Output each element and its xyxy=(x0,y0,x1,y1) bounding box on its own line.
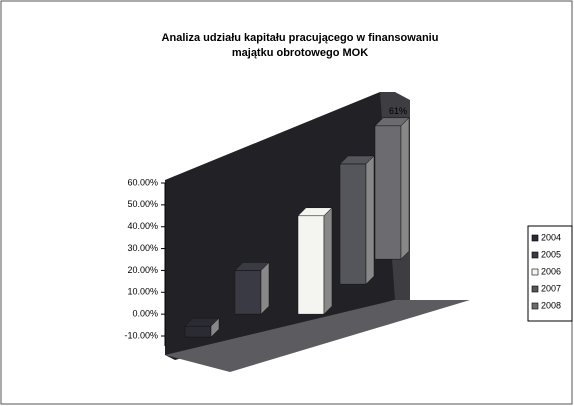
y-tick-label: 20.00% xyxy=(127,265,158,275)
bar xyxy=(184,325,212,338)
legend-swatch xyxy=(531,285,539,293)
legend-swatch xyxy=(531,302,539,310)
bar-side xyxy=(323,207,333,315)
y-tick-label: 60.00% xyxy=(127,177,158,187)
y-tick-label: 0.00% xyxy=(132,309,158,319)
y-tick-label: 10.00% xyxy=(127,287,158,297)
bar xyxy=(297,215,325,315)
floor xyxy=(165,300,470,372)
value-label: 61% xyxy=(389,106,407,116)
y-tick-label: 50.00% xyxy=(127,199,158,209)
back-wall xyxy=(165,92,395,360)
y-tick-label: 30.00% xyxy=(127,243,158,253)
legend-label: 2006 xyxy=(541,266,561,276)
bar-side xyxy=(400,117,410,260)
bar-side xyxy=(210,317,220,338)
chart-subtitle: majątku obrotowego MOK xyxy=(232,47,368,59)
bar-side xyxy=(365,155,375,285)
bar-side xyxy=(260,261,270,315)
legend-swatch xyxy=(531,251,539,259)
legend-label: 2007 xyxy=(541,283,561,293)
chart-title: Analiza udziału kapitału pracującego w f… xyxy=(162,32,439,44)
bar xyxy=(234,270,262,315)
legend-label: 2004 xyxy=(541,232,561,242)
legend-label: 2005 xyxy=(541,249,561,259)
bar xyxy=(374,125,402,260)
y-tick-label: -10.00% xyxy=(124,330,158,340)
legend-label: 2008 xyxy=(541,300,561,310)
legend-swatch xyxy=(531,234,539,242)
y-tick-label: 40.00% xyxy=(127,221,158,231)
bar xyxy=(339,163,367,285)
legend-swatch xyxy=(531,268,539,276)
